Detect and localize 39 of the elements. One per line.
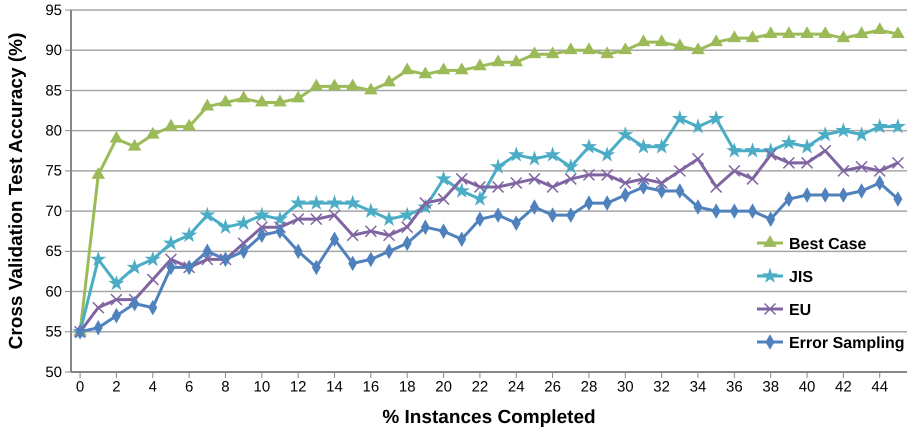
x-tick-label: 38 — [762, 378, 780, 396]
y-tick-label: 55 — [45, 324, 62, 341]
x-tick-label: 26 — [544, 378, 561, 396]
x-tick-label: 0 — [76, 378, 84, 396]
legend-label: JIS — [789, 269, 814, 286]
x-tick-label: 44 — [871, 378, 888, 396]
y-axis-title: Cross Validation Test Accuracy (%) — [6, 32, 27, 350]
y-tick-label: 50 — [45, 364, 62, 381]
x-axis-title: % Instances Completed — [382, 407, 596, 428]
x-tick-label: 36 — [726, 378, 743, 396]
x-tick-label: 30 — [616, 378, 634, 396]
y-tick-label: 95 — [45, 2, 62, 19]
y-tick-label: 85 — [45, 82, 62, 100]
x-tick-label: 2 — [112, 378, 121, 396]
x-tick-label: 32 — [653, 378, 670, 396]
x-tick-label: 42 — [835, 378, 852, 396]
x-tick-label: 20 — [435, 378, 452, 396]
y-tick-label: 75 — [45, 162, 62, 180]
legend-label: Best Case — [789, 236, 866, 253]
y-tick-label: 60 — [45, 283, 62, 300]
x-tick-label: 4 — [148, 378, 157, 396]
x-tick-label: 12 — [290, 378, 307, 396]
y-tick-label: 90 — [45, 42, 62, 60]
x-tick-label: 16 — [362, 378, 380, 396]
x-tick-label: 8 — [221, 378, 230, 396]
x-tick-label: 28 — [580, 378, 598, 396]
legend-label: Error Sampling — [789, 335, 905, 352]
x-tick-label: 24 — [508, 378, 525, 396]
legend-label: EU — [789, 302, 812, 319]
x-tick-label: 34 — [690, 378, 706, 396]
x-tick-label: 22 — [472, 378, 488, 396]
x-tick-label: 14 — [326, 378, 343, 396]
y-tick-label: 70 — [45, 202, 62, 220]
x-tick-label: 6 — [184, 378, 194, 396]
x-tick-label: 10 — [253, 378, 270, 396]
y-tick-label: 80 — [45, 122, 62, 140]
y-tick-label: 65 — [45, 243, 62, 260]
x-tick-label: 40 — [798, 378, 816, 396]
x-tick-label: 18 — [398, 378, 416, 396]
